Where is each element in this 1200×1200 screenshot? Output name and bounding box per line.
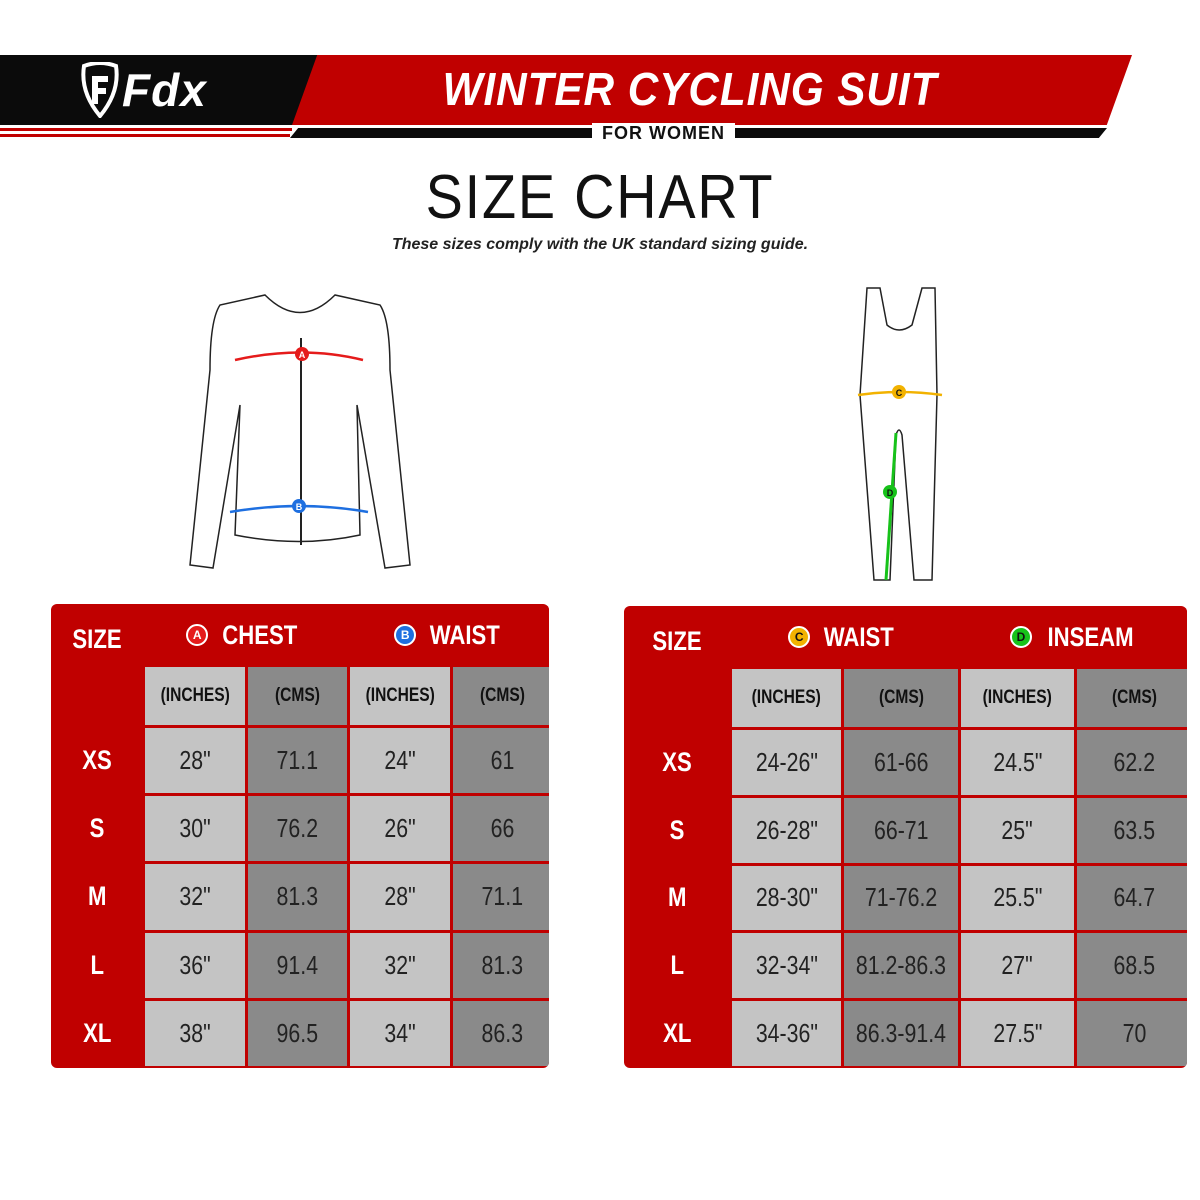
unit-header: (CMS)	[248, 667, 347, 725]
sizing-note: These sizes comply with the UK standard …	[391, 236, 809, 253]
value-cell: 71-76.2	[844, 865, 958, 931]
title-banner	[292, 55, 1132, 125]
value-cell: 26-28"	[732, 797, 841, 863]
value-cell: 81.2-86.3	[844, 933, 958, 999]
unit-header: (INCHES)	[350, 667, 450, 725]
size-cell: M	[53, 864, 142, 930]
size-header: SIZE	[626, 608, 729, 727]
chest-header: A CHEST	[145, 606, 347, 664]
value-cell: 28-30"	[732, 865, 841, 931]
value-cell: 32"	[350, 932, 450, 998]
value-cell: 28"	[145, 728, 245, 794]
shield-logo-icon	[81, 62, 119, 118]
value-cell: 68.5	[1077, 933, 1187, 999]
page-title: SIZE CHART	[425, 163, 775, 232]
unit-header: (INCHES)	[732, 669, 841, 727]
value-cell: 61-66	[844, 730, 958, 795]
badge-c-icon: C	[788, 626, 811, 648]
bib-tights-diagram: C D	[857, 287, 943, 581]
size-cell: XS	[53, 728, 142, 794]
brand-logo: Fdx	[78, 60, 207, 120]
badge-b-icon: B	[394, 624, 417, 646]
size-cell: XS	[626, 730, 729, 795]
value-cell: 66-71	[844, 797, 958, 863]
value-cell: 25"	[961, 797, 1074, 863]
value-cell: 86.3	[453, 1000, 549, 1066]
logo-panel	[0, 55, 318, 125]
marker-d: D	[887, 488, 894, 498]
unit-header: (INCHES)	[145, 667, 245, 725]
value-cell: 63.5	[1077, 797, 1187, 863]
waist-header: B WAIST	[350, 606, 549, 664]
product-title: WINTER CYCLING SUIT	[442, 63, 938, 115]
value-cell: 27.5"	[961, 1001, 1074, 1066]
value-cell: 32-34"	[732, 933, 841, 999]
stripe	[0, 134, 290, 137]
unit-header: (INCHES)	[961, 669, 1074, 727]
value-cell: 38"	[145, 1000, 245, 1066]
badge-a-icon: A	[186, 624, 209, 646]
marker-c: C	[896, 388, 903, 398]
value-cell: 91.4	[248, 932, 347, 998]
value-cell: 24"	[350, 728, 450, 794]
value-cell: 24.5"	[961, 730, 1074, 795]
size-header: SIZE	[53, 606, 142, 725]
value-cell: 96.5	[248, 1000, 347, 1066]
badge-d-icon: D	[1009, 626, 1032, 648]
value-cell: 27"	[961, 933, 1074, 999]
marker-b: B	[296, 502, 303, 512]
jersey-size-table: SIZE A CHEST B WAIST (INCHES) (CMS) (INCHE…	[51, 604, 549, 1068]
value-cell: 71.1	[453, 864, 549, 930]
stripe	[0, 128, 292, 131]
value-cell: 24-26"	[732, 730, 841, 795]
size-cell: M	[626, 865, 729, 931]
value-cell: 28"	[350, 864, 450, 930]
value-cell: 30"	[145, 796, 245, 862]
value-cell: 61	[453, 728, 549, 794]
bib-size-table: SIZE C WAIST D INSEAM (INCHES) (CMS) (INCH…	[624, 606, 1187, 1068]
size-cell: XL	[626, 1001, 729, 1066]
size-cell: L	[626, 933, 729, 999]
value-cell: 34-36"	[732, 1001, 841, 1066]
value-cell: 34"	[350, 1000, 450, 1066]
size-cell: XL	[53, 1000, 142, 1066]
value-cell: 70	[1077, 1001, 1187, 1066]
size-cell: L	[53, 932, 142, 998]
marker-a: A	[299, 350, 306, 360]
waist-header: C WAIST	[732, 608, 958, 666]
size-cell: S	[53, 796, 142, 862]
value-cell: 32"	[145, 864, 245, 930]
value-cell: 66	[453, 796, 549, 862]
inseam-header: D INSEAM	[961, 608, 1187, 666]
value-cell: 62.2	[1077, 730, 1187, 795]
product-subtitle: FOR WOMEN	[592, 123, 735, 144]
value-cell: 81.3	[248, 864, 347, 930]
value-cell: 26"	[350, 796, 450, 862]
logo-text: Fdx	[122, 64, 207, 116]
value-cell: 36"	[145, 932, 245, 998]
unit-header: (CMS)	[1077, 669, 1187, 727]
unit-header: (CMS)	[453, 667, 549, 725]
value-cell: 86.3-91.4	[844, 1001, 958, 1066]
jersey-diagram: A B	[189, 294, 411, 569]
value-cell: 76.2	[248, 796, 347, 862]
value-cell: 71.1	[248, 728, 347, 794]
value-cell: 81.3	[453, 932, 549, 998]
value-cell: 64.7	[1077, 865, 1187, 931]
unit-header: (CMS)	[844, 669, 958, 727]
size-cell: S	[626, 797, 729, 863]
value-cell: 25.5"	[961, 865, 1074, 931]
